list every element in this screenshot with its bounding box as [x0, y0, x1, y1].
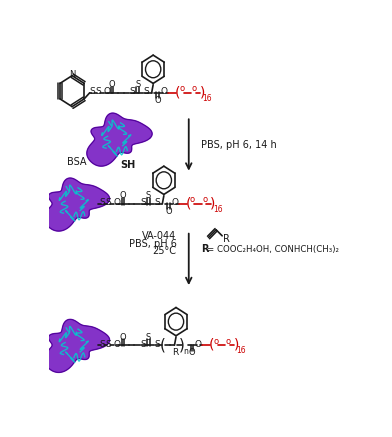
Text: (: (: [185, 197, 191, 211]
Text: S: S: [105, 340, 111, 349]
Text: O: O: [120, 191, 126, 200]
Text: o: o: [213, 336, 218, 346]
Text: SH: SH: [120, 160, 136, 170]
Text: O: O: [195, 340, 201, 349]
Text: ): ): [234, 338, 239, 352]
Text: S: S: [140, 198, 146, 207]
Text: 16: 16: [236, 346, 246, 355]
Text: S: S: [95, 87, 101, 96]
Text: O: O: [114, 340, 121, 349]
Polygon shape: [87, 113, 152, 166]
Text: S: S: [135, 80, 140, 89]
Text: (: (: [160, 337, 165, 352]
Text: n: n: [183, 347, 189, 356]
Text: S: S: [143, 87, 149, 96]
Polygon shape: [44, 319, 110, 372]
Text: = COOC₂H₄OH, CONHCH(CH₃)₂: = COOC₂H₄OH, CONHCH(CH₃)₂: [207, 245, 339, 254]
Text: S: S: [140, 340, 146, 349]
Text: ): ): [211, 197, 216, 211]
Text: S: S: [99, 340, 105, 349]
Text: S: S: [90, 87, 96, 96]
Text: S: S: [146, 191, 151, 200]
Text: VA-044: VA-044: [142, 231, 176, 241]
Text: (: (: [209, 338, 214, 352]
Text: O: O: [171, 198, 178, 207]
Text: 16: 16: [202, 94, 212, 103]
Text: O: O: [103, 87, 110, 96]
Text: O: O: [154, 96, 161, 105]
Text: R: R: [223, 234, 230, 244]
Text: o: o: [226, 336, 231, 346]
Text: S: S: [154, 198, 160, 207]
Text: S: S: [99, 198, 105, 207]
Text: BSA: BSA: [67, 157, 86, 167]
Text: S: S: [129, 87, 135, 96]
Text: O: O: [189, 348, 195, 357]
Polygon shape: [44, 178, 110, 231]
Text: o: o: [179, 84, 184, 93]
Text: S: S: [105, 198, 111, 207]
Text: o: o: [190, 195, 195, 205]
Text: O: O: [114, 198, 121, 207]
Text: 16: 16: [213, 205, 223, 214]
Text: O: O: [165, 207, 172, 216]
Text: S: S: [146, 333, 151, 342]
Text: o: o: [202, 195, 207, 205]
Text: O: O: [109, 80, 116, 89]
Text: R: R: [172, 348, 178, 357]
Text: N: N: [69, 70, 75, 79]
Text: O: O: [120, 333, 126, 342]
Text: 25°C: 25°C: [152, 246, 176, 257]
Text: R: R: [201, 244, 209, 254]
Text: (: (: [175, 86, 180, 100]
Text: O: O: [161, 87, 168, 96]
Text: S: S: [154, 340, 160, 349]
Text: PBS, pH 6, 14 h: PBS, pH 6, 14 h: [201, 140, 277, 150]
Text: PBS, pH 6: PBS, pH 6: [129, 239, 176, 249]
Text: o: o: [192, 84, 197, 93]
Text: ): ): [179, 337, 185, 352]
Text: ): ): [200, 86, 205, 100]
